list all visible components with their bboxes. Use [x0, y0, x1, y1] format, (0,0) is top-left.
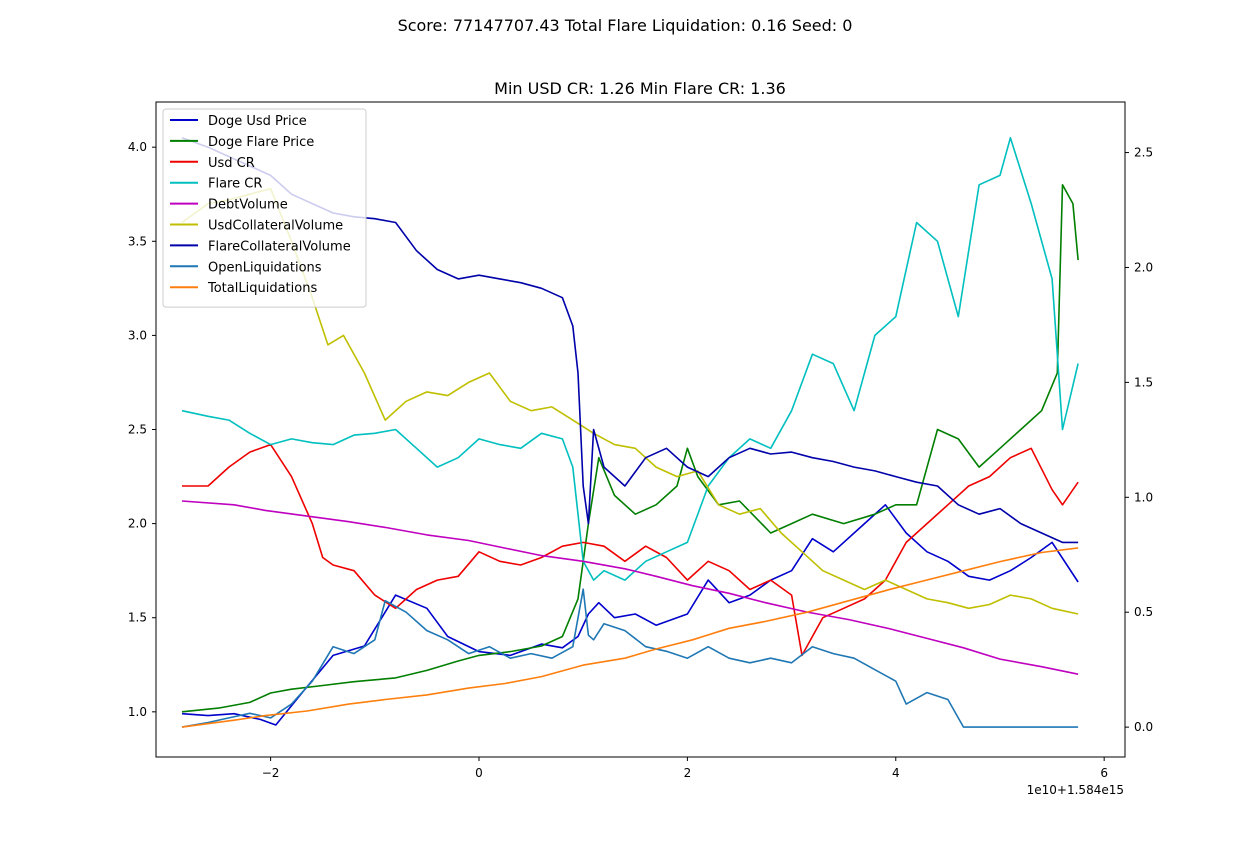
series-line-doge-usd-price [181, 503, 1079, 726]
series-line-usd-cr [182, 443, 1079, 657]
y-right-tick-label: 0.5 [1134, 605, 1153, 619]
series-line-doge-flare-price [181, 184, 1079, 713]
y-left-tick-label: 1.5 [128, 611, 147, 625]
y-right-tick-label: 1.0 [1134, 490, 1153, 504]
legend-label-doge-usd-price: Doge Usd Price [208, 114, 307, 129]
legend-box [162, 108, 367, 308]
legend-label-totalliquidations: TotalLiquidations [207, 281, 317, 296]
y-right-tick-label: 2.0 [1134, 260, 1153, 274]
axes-title: Min USD CR: 1.26 Min Flare CR: 1.36 [494, 79, 786, 98]
y-right-tick-label: 2.5 [1134, 146, 1153, 160]
y-left-tick-label: 2.0 [128, 517, 147, 531]
x-tick-label: −2 [262, 766, 280, 780]
x-tick-label: 0 [475, 766, 483, 780]
legend-label-usdcollateralvolume: UsdCollateralVolume [208, 219, 343, 234]
series-line-debtvolume [181, 500, 1079, 675]
legend-label-openliquidations: OpenLiquidations [208, 260, 322, 275]
axis-ticks: −2 0 2 4 6 1.0 1.5 2.0 2.5 3.0 3.5 4.0 0.0 0.5 1.0 1.5 2… [128, 140, 1153, 780]
legend: Doge Usd Price Doge Flare Price Usd CR Flar… [162, 108, 367, 308]
x-tick-label: 6 [1100, 766, 1108, 780]
legend-label-usd-cr: Usd CR [208, 156, 255, 171]
legend-label-flarecollateralvolume: FlareCollateralVolume [208, 239, 351, 254]
x-offset-label: 1e10+1.584e15 [1027, 783, 1124, 797]
y-left-tick-label: 1.0 [128, 705, 147, 719]
series-line-totalliquidations [181, 547, 1079, 728]
figure-suptitle: Score: 77147707.43 Total Flare Liquidati… [398, 16, 853, 35]
y-left-tick-label: 3.5 [128, 234, 147, 248]
y-left-tick-label: 3.0 [128, 328, 147, 342]
legend-label-flare-cr: Flare CR [208, 177, 262, 192]
x-tick-label: 2 [684, 766, 692, 780]
y-right-tick-label: 0.0 [1134, 720, 1153, 734]
series-line-openliquidations [181, 588, 1079, 728]
y-left-tick-label: 4.0 [128, 140, 147, 154]
legend-label-debtvolume: DebtVolume [208, 198, 288, 213]
series-line-usdcollateralvolume [181, 187, 1079, 615]
y-left-tick-label: 2.5 [128, 423, 147, 437]
y-right-tick-label: 1.5 [1134, 375, 1153, 389]
x-tick-label: 4 [892, 766, 900, 780]
legend-label-doge-flare-price: Doge Flare Price [208, 135, 314, 150]
